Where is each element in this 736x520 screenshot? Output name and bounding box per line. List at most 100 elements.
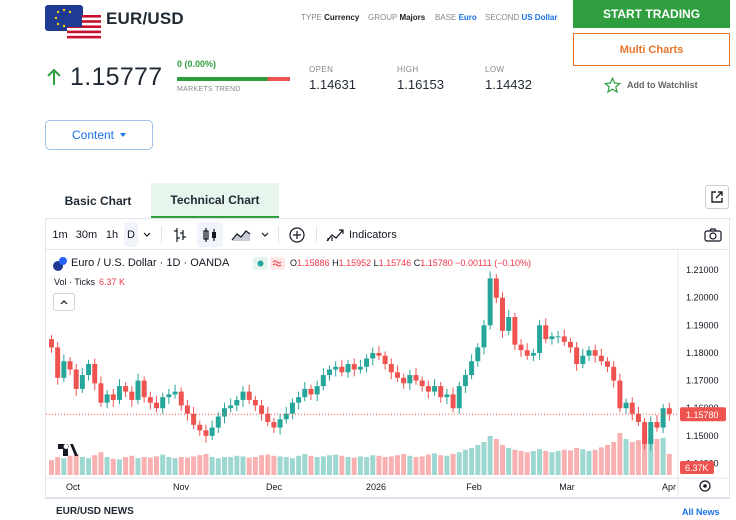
candle-body bbox=[611, 366, 617, 381]
volume-bar bbox=[549, 452, 555, 475]
volume-bar bbox=[487, 436, 493, 475]
candle-body bbox=[277, 419, 283, 428]
start-trading-button[interactable]: START TRADING bbox=[573, 0, 730, 28]
candle-body bbox=[574, 347, 580, 364]
volume-bar bbox=[172, 458, 178, 475]
meta-base: BASE Euro bbox=[435, 13, 477, 22]
volume-bar bbox=[215, 458, 221, 475]
candle-body bbox=[252, 399, 258, 406]
up-arrow-icon bbox=[47, 68, 61, 85]
meta-second: SECOND US Dollar bbox=[485, 13, 558, 22]
last-price-label: 1.15780 bbox=[686, 410, 719, 420]
x-tick-label: Nov bbox=[173, 482, 190, 492]
volume-bar bbox=[475, 445, 481, 475]
last-price-badge bbox=[680, 407, 726, 422]
multi-charts-button[interactable]: Multi Charts bbox=[573, 33, 730, 66]
volume-bar bbox=[79, 457, 85, 475]
chart-type-chevron-icon[interactable] bbox=[258, 219, 272, 250]
chart-toolbar: 1m 30m 1h D Indicators bbox=[46, 219, 729, 250]
all-news-link[interactable]: All News bbox=[682, 507, 720, 517]
collapse-legend-button[interactable] bbox=[53, 293, 75, 311]
tab-technical-chart[interactable]: Technical Chart bbox=[151, 183, 279, 218]
popout-button[interactable] bbox=[705, 185, 729, 209]
candle-body bbox=[203, 430, 209, 436]
volume-bar bbox=[450, 454, 456, 475]
volume-bar bbox=[314, 457, 320, 475]
candle-body bbox=[432, 386, 438, 392]
candle-body bbox=[246, 391, 252, 400]
volume-bar bbox=[413, 457, 419, 475]
interval-30m[interactable]: 30m bbox=[75, 228, 98, 241]
candle-body bbox=[592, 350, 598, 356]
candle-body bbox=[221, 408, 227, 417]
volume-bar bbox=[61, 458, 67, 475]
volume-bar bbox=[289, 458, 295, 475]
candle-body bbox=[339, 366, 345, 373]
volume-bar bbox=[129, 455, 135, 475]
candle-body bbox=[561, 336, 567, 342]
volume-bar bbox=[110, 458, 116, 475]
volume-bar bbox=[648, 436, 654, 475]
area-style-icon[interactable] bbox=[229, 219, 253, 250]
candle-body bbox=[481, 325, 487, 348]
open-label: OPEN bbox=[309, 65, 334, 74]
last-volume-badge bbox=[680, 461, 714, 474]
candle-body bbox=[654, 422, 660, 428]
last-volume-label: 6.37K bbox=[685, 463, 709, 473]
candle-body bbox=[49, 339, 54, 348]
interval-chevron-icon[interactable] bbox=[140, 219, 154, 250]
volume-bar bbox=[512, 449, 518, 475]
candle-body bbox=[456, 386, 462, 409]
candle-body bbox=[635, 413, 641, 423]
candle-body bbox=[543, 325, 549, 340]
candle-body bbox=[506, 317, 512, 331]
volume-bar bbox=[629, 442, 635, 475]
candle-body bbox=[567, 341, 573, 348]
volume-bar bbox=[283, 457, 289, 475]
candle-body bbox=[147, 397, 153, 403]
news-section-title: EUR/USD NEWS bbox=[56, 506, 134, 517]
volume-bar bbox=[611, 442, 617, 475]
volume-bar bbox=[407, 455, 413, 475]
interval-d[interactable]: D bbox=[124, 222, 138, 247]
y-tick-label: 1.19000 bbox=[686, 320, 719, 330]
tab-basic-chart[interactable]: Basic Chart bbox=[64, 193, 132, 208]
volume-bar bbox=[73, 454, 79, 475]
interval-1h[interactable]: 1h bbox=[105, 228, 119, 241]
camera-icon[interactable] bbox=[702, 219, 724, 250]
candle-body bbox=[364, 358, 370, 367]
candle-body bbox=[419, 380, 425, 387]
volume-bar bbox=[376, 455, 382, 475]
volume-bar bbox=[55, 457, 61, 475]
price-chart[interactable]: 1.210001.200001.190001.180001.170001.160… bbox=[46, 251, 729, 497]
bars-style-icon[interactable] bbox=[170, 219, 190, 250]
candle-body bbox=[617, 380, 623, 409]
candle-body bbox=[265, 413, 271, 423]
volume-bar bbox=[240, 456, 246, 475]
star-icon[interactable] bbox=[604, 77, 621, 94]
candle-body bbox=[401, 377, 407, 384]
content-dropdown-button[interactable]: Content bbox=[45, 120, 153, 150]
volume-bar bbox=[221, 457, 227, 475]
volume-bar bbox=[506, 448, 512, 475]
indicators-button[interactable]: Indicators bbox=[326, 219, 406, 250]
candles-style-icon[interactable] bbox=[197, 222, 223, 247]
volume-bar bbox=[123, 457, 129, 475]
candle-body bbox=[160, 397, 166, 409]
candle-body bbox=[648, 422, 654, 445]
caret-down-icon bbox=[120, 133, 127, 137]
volume-bar bbox=[666, 454, 672, 475]
currency-pair-icon bbox=[53, 257, 67, 271]
compare-plus-icon[interactable] bbox=[286, 219, 308, 250]
candle-body bbox=[166, 394, 172, 398]
x-tick-label: Feb bbox=[466, 482, 482, 492]
settings-icon bbox=[699, 480, 711, 492]
add-to-watchlist-link[interactable]: Add to Watchlist bbox=[627, 80, 698, 90]
volume-bar bbox=[617, 433, 623, 475]
news-divider bbox=[45, 498, 730, 499]
candle-body bbox=[425, 386, 431, 392]
market-status-badge bbox=[253, 257, 285, 270]
interval-1m[interactable]: 1m bbox=[52, 228, 68, 241]
low-value: 1.14432 bbox=[485, 77, 532, 92]
markets-trend-label: MARKETS TREND bbox=[177, 86, 241, 93]
